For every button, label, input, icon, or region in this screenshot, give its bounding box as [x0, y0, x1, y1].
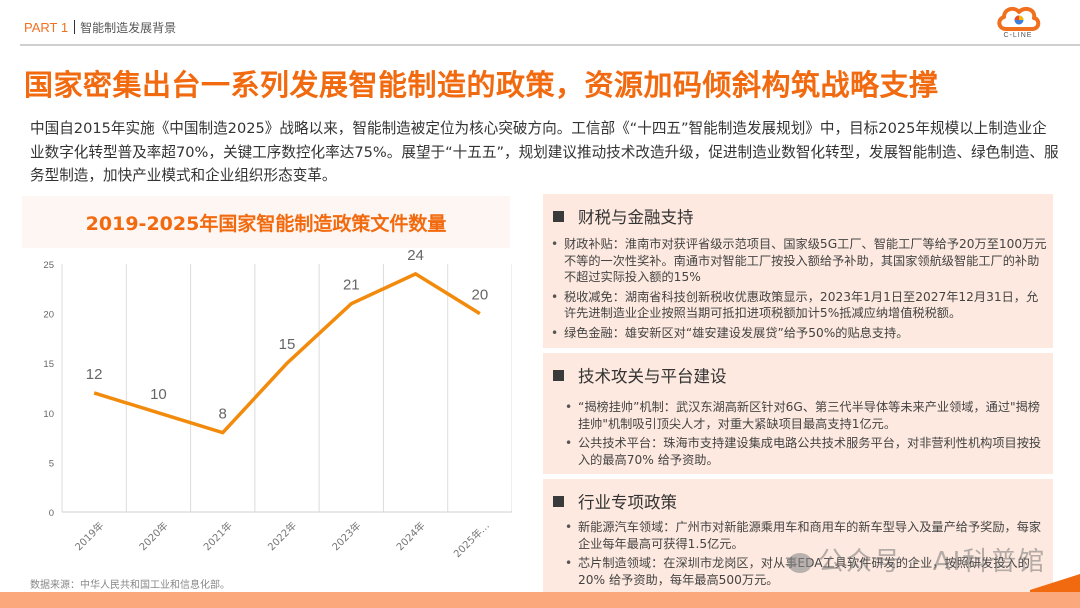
x-tick-label: 2021年 — [201, 519, 235, 553]
chart-title-band — [22, 196, 510, 248]
header-divider — [74, 20, 76, 34]
list-item: 公共技术平台：珠海市支持建设集成电路公共技术服务平台，对非营利性机构项目按投入的… — [565, 435, 1049, 468]
panel-list: 财政补贴：淮南市对获评省级示范项目、国家级5G工厂、智能工厂等给予20万至100… — [551, 236, 1047, 344]
panel-list: 新能源汽车领域：广州市对新能源乘用车和商用车的新车型导入及量产给予奖励，每家企业… — [565, 519, 1051, 591]
data-label: 24 — [407, 247, 424, 264]
brand-logo: C-LINE — [994, 4, 1042, 42]
panel-heading: 财税与金融支持 — [553, 204, 694, 228]
list-item: 新能源汽车领域：广州市对新能源乘用车和商用车的新车型导入及量产给予奖励，每家企业… — [565, 519, 1051, 552]
y-tick-label: 25 — [43, 260, 54, 271]
panel-list: “揭榜挂帅”机制：武汉东湖高新区针对6G、第三代半导体等未来产业领域，通过"揭榜… — [565, 399, 1049, 471]
data-label: 15 — [279, 336, 296, 353]
data-source-note: 数据来源：中华人民共和国工业和信息化部。 — [30, 580, 230, 591]
y-tick-label: 15 — [43, 359, 54, 370]
data-label: 12 — [86, 366, 103, 383]
data-label: 10 — [150, 386, 167, 403]
wechat-icon — [788, 552, 812, 573]
logo-text: C-LINE — [1003, 32, 1033, 39]
chart-title: 2019-2025年国家智能制造政策文件数量 — [85, 213, 447, 235]
panel-heading-text: 行业专项政策 — [578, 493, 677, 512]
list-item: 税收减免：湖南省科技创新税收优惠政策显示，2023年1月1日至2027年12月3… — [551, 289, 1047, 322]
panel-industry-policy: 行业专项政策 新能源汽车领域：广州市对新能源乘用车和商用车的新车型导入及量产给予… — [543, 479, 1053, 593]
x-tick-label: 2022年 — [265, 519, 299, 553]
policy-count-chart: 2019-2025年国家智能制造政策文件数量 0 5 10 15 20 25 12 10 8 15… — [22, 196, 512, 596]
intro-paragraph: 中国自2015年实施《中国制造2025》战略以来，智能制造被定位为核心突破方向。… — [30, 120, 1059, 184]
panel-heading: 行业专项政策 — [553, 489, 677, 513]
list-item: 财政补贴：淮南市对获评省级示范项目、国家级5G工厂、智能工厂等给予20万至100… — [551, 236, 1047, 286]
watermark: 公众号 · AI科普馆 — [788, 541, 1046, 578]
square-bullet-icon — [553, 210, 564, 222]
section-label: 智能制造发展背景 — [80, 20, 177, 35]
list-item: 绿色金融：雄安新区对“雄安建设发展贷”给予50%的贴息支持。 — [551, 325, 1047, 342]
y-tick-label: 20 — [43, 310, 54, 321]
data-label: 21 — [343, 277, 360, 294]
panel-heading-text: 财税与金融支持 — [578, 208, 694, 227]
list-item: “揭榜挂帅”机制：武汉东湖高新区针对6G、第三代半导体等未来产业领域，通过"揭榜… — [565, 399, 1049, 432]
panel-tech-platform: 技术攻关与平台建设 “揭榜挂帅”机制：武汉东湖高新区针对6G、第三代半导体等未来… — [543, 353, 1053, 474]
x-tick-label: 2019年 — [72, 519, 106, 553]
data-label: 8 — [219, 406, 227, 423]
watermark-text: 公众号 · AI科普馆 — [818, 547, 1047, 577]
panel-heading: 技术攻关与平台建设 — [553, 363, 727, 387]
x-tick-label: 2024年 — [393, 519, 427, 553]
header: PART 1 智能制造发展背景 — [24, 17, 176, 37]
panel-heading-text: 技术攻关与平台建设 — [578, 367, 727, 386]
part-label: PART 1 — [24, 19, 69, 35]
panel-fiscal-finance: 财税与金融支持 财政补贴：淮南市对获评省级示范项目、国家级5G工厂、智能工厂等给… — [543, 194, 1053, 348]
square-bullet-icon — [553, 495, 564, 507]
header-rule — [20, 44, 1080, 46]
data-label: 20 — [472, 287, 489, 304]
y-tick-label: 0 — [49, 508, 54, 519]
y-tick-label: 5 — [49, 458, 54, 469]
x-tick-label: 2025年… — [451, 519, 492, 560]
cloud-logo-icon — [997, 6, 1041, 31]
y-tick-label: 10 — [43, 409, 54, 420]
x-tick-label: 2023年 — [329, 519, 363, 553]
line-chart-plot: 0 5 10 15 20 25 12 10 8 15 21 24 20 2019年 2020年 2021年 20… — [43, 247, 512, 560]
page-title: 国家密集出台一系列发展智能制造的政策，资源加码倾斜构筑战略支撑 — [24, 68, 939, 102]
footer-band — [0, 592, 1080, 608]
square-bullet-icon — [553, 369, 564, 381]
data-line — [93, 271, 481, 435]
x-tick-label: 2020年 — [136, 519, 170, 553]
